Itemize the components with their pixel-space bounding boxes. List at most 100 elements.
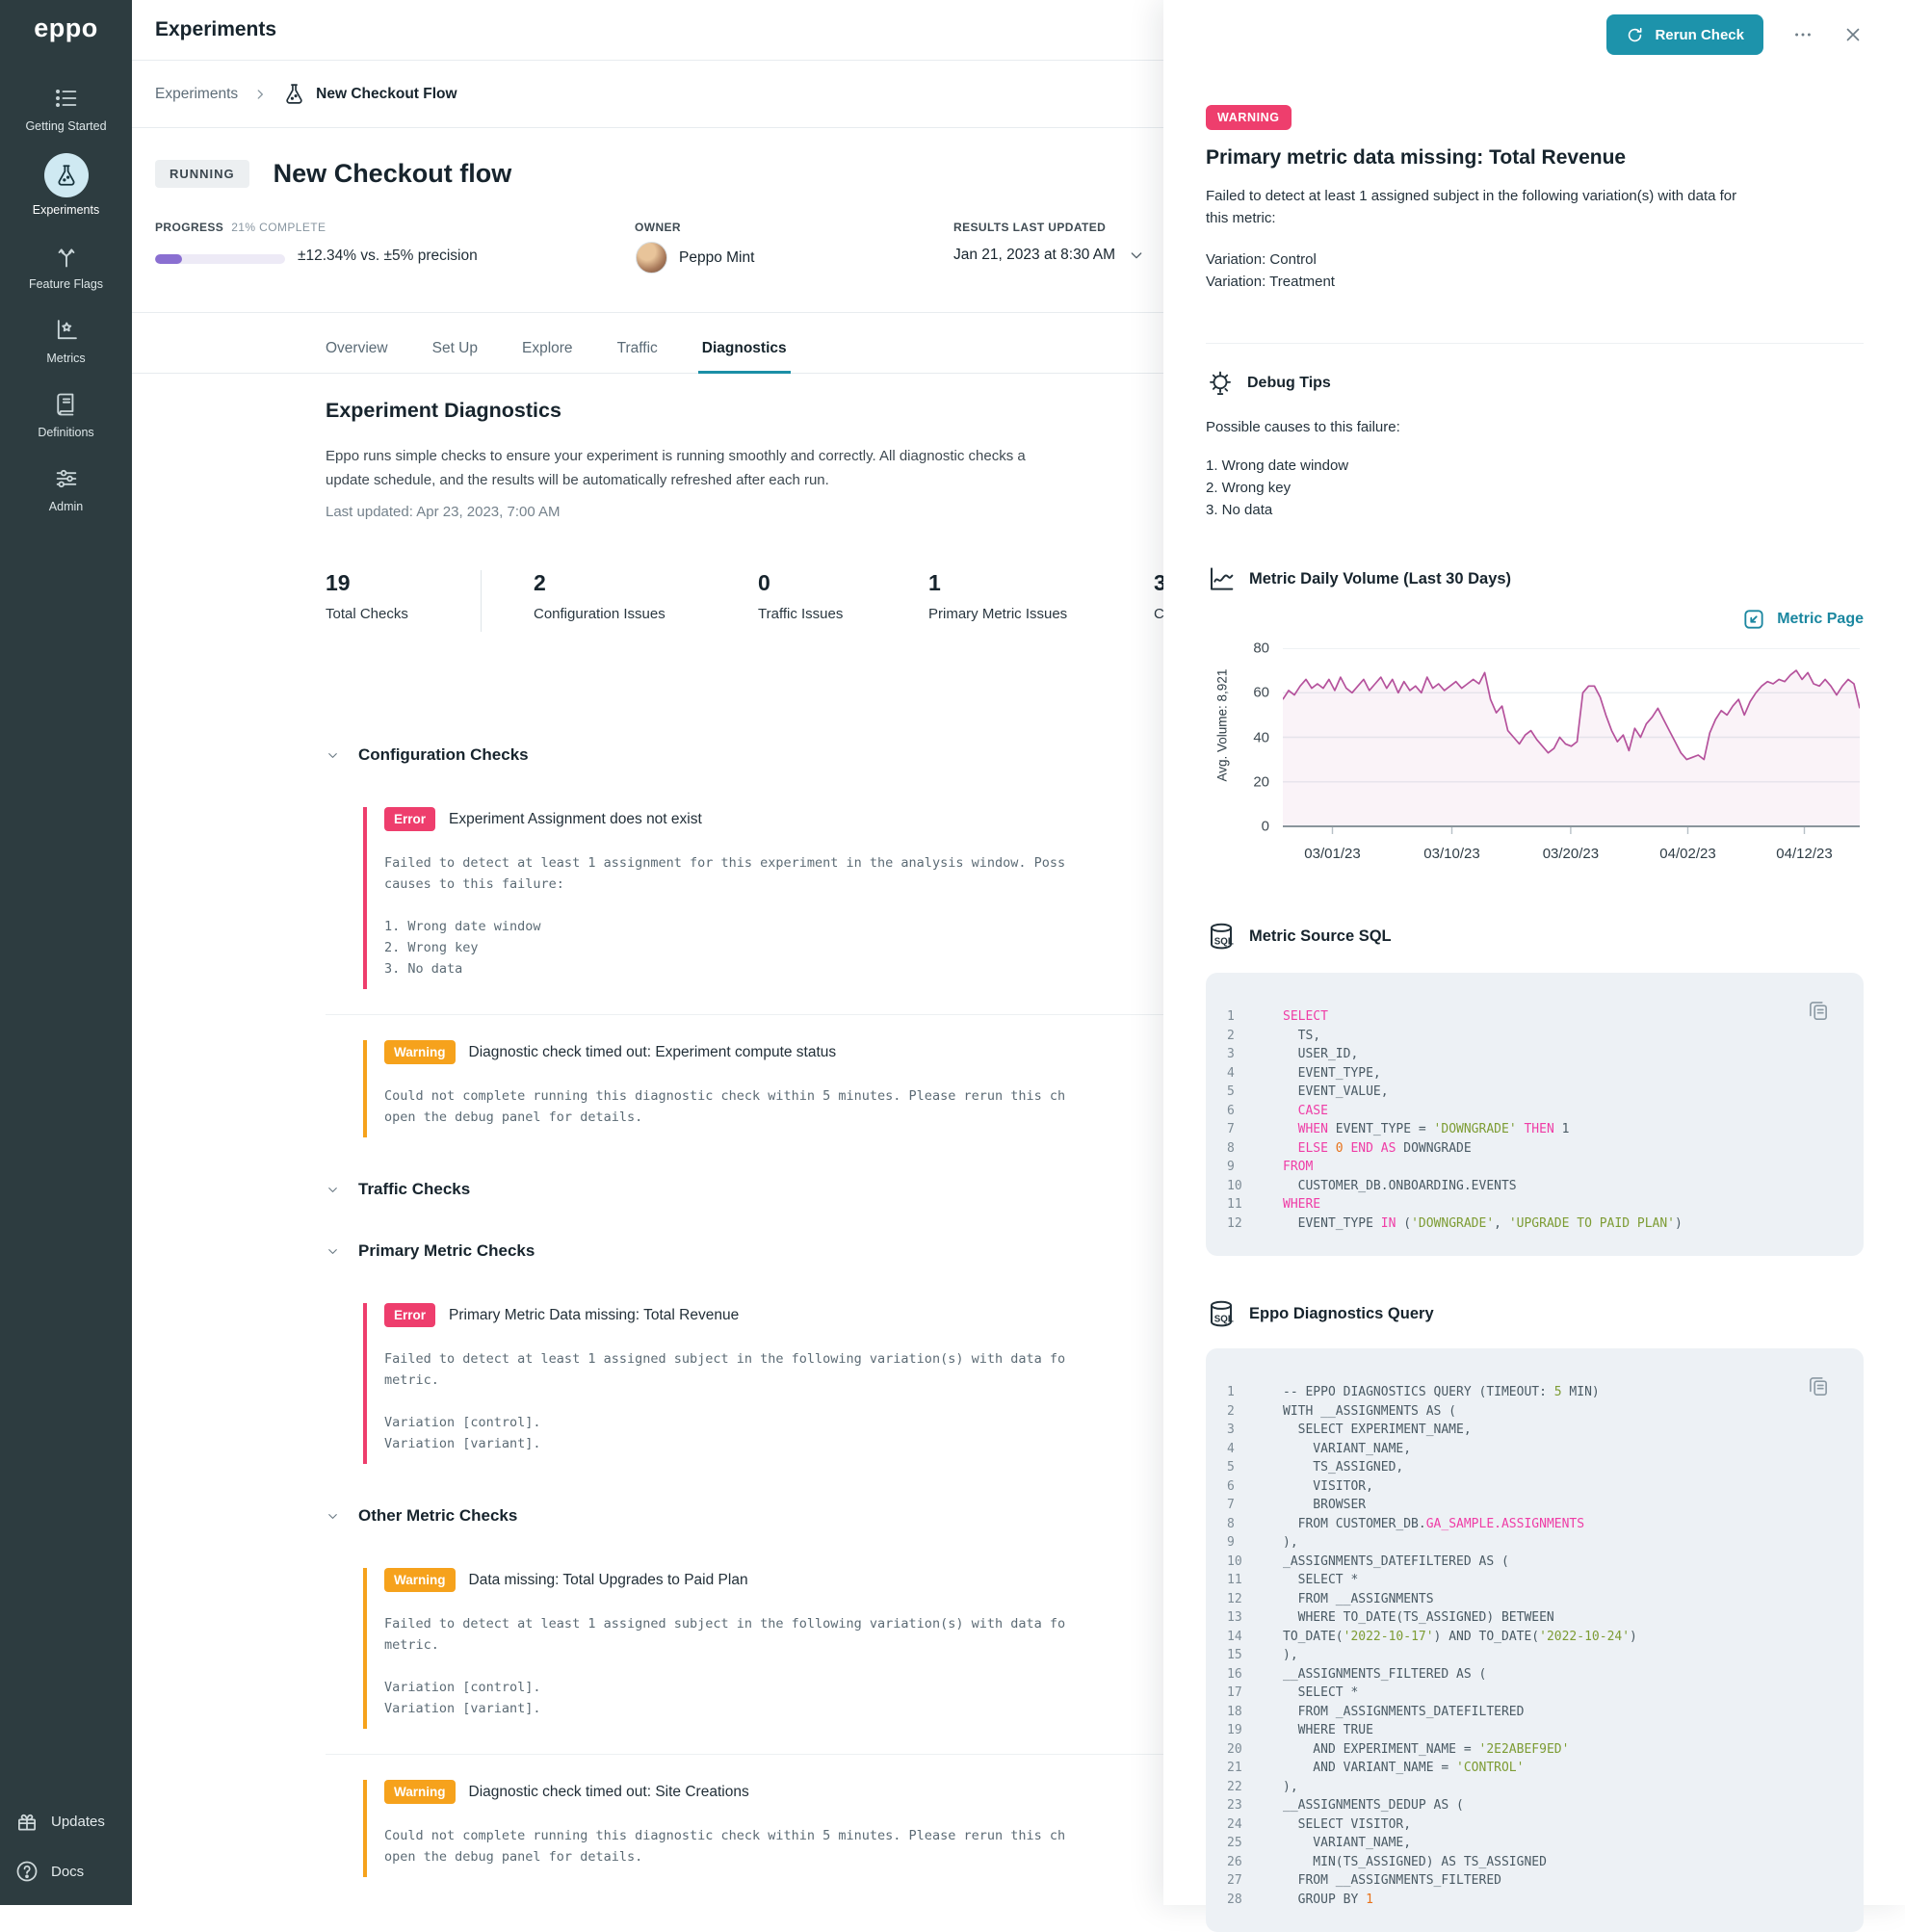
- stat-label: Traffic Issues: [758, 606, 844, 622]
- chart-section-header: Metric Daily Volume (Last 30 Days): [1206, 563, 1864, 594]
- progress-bar: [155, 254, 285, 264]
- sidebar-item-label: Admin: [48, 500, 84, 513]
- code-line: 4 VARIANT_NAME,: [1227, 1441, 1412, 1456]
- owner-label: OWNER: [635, 221, 681, 234]
- check-divider: [326, 1754, 1905, 1755]
- precision-text: ±12.34% vs. ±5% precision: [298, 248, 478, 264]
- sidebar-item-docs[interactable]: Docs: [14, 1859, 132, 1884]
- x-tick-label: 03/10/23: [1423, 846, 1480, 862]
- sidebar: eppo Getting Started Experiments Feature F…: [0, 0, 132, 1905]
- sliders-icon: [53, 465, 80, 492]
- results-updated-label: RESULTS LAST UPDATED: [953, 221, 1107, 234]
- stat-label: Primary Metric Issues: [928, 606, 1068, 622]
- code-line: 3 USER_ID,: [1227, 1047, 1359, 1061]
- error-badge: Error: [384, 807, 436, 831]
- breadcrumb-experiments-link[interactable]: Experiments: [155, 85, 239, 102]
- cause-item: 1. Wrong date window: [1206, 457, 1349, 474]
- experiment-header: RUNNING New Checkout flow PROGRESS 21% CO…: [132, 128, 1905, 313]
- code-line: 11 SELECT *: [1227, 1573, 1359, 1587]
- stat-value: 3: [1154, 570, 1166, 595]
- check-experiment-assignment-does-not-exist[interactable]: Error Experiment Assignment does not exis…: [363, 807, 1905, 989]
- check-title: Data missing: Total Upgrades to Paid Pla…: [468, 1572, 748, 1588]
- sidebar-item-definitions[interactable]: Definitions: [0, 379, 132, 453]
- metric-page-link[interactable]: Metric Page: [1206, 604, 1864, 635]
- x-tick-label: 03/20/23: [1542, 846, 1600, 862]
- x-tick-label: 03/01/23: [1304, 846, 1361, 862]
- sidebar-item-feature-flags[interactable]: Feature Flags: [0, 230, 132, 304]
- stat-configuration-issues: 2 Configuration Issues: [534, 568, 665, 622]
- diagnostics-last-updated: Last updated: Apr 23, 2023, 7:00 AM: [326, 504, 561, 520]
- check-detail: Failed to detect at least 1 assignment f…: [384, 855, 1066, 977]
- debug-tips-title: Debug Tips: [1247, 375, 1331, 391]
- check-divider: [326, 1014, 1905, 1015]
- section-header-traffic-checks[interactable]: Traffic Checks: [326, 1180, 1905, 1199]
- diagnostics-stats: 19 Total Checks 2 Configuration Issues 0 Traf…: [326, 568, 1905, 649]
- code-line: 6 VISITOR,: [1227, 1478, 1373, 1494]
- sidebar-item-experiments[interactable]: Experiments: [0, 146, 132, 230]
- check-detail: Failed to detect at least 1 assigned sub…: [384, 1351, 1066, 1451]
- check-data-missing-total-upgrades-to-paid-plan[interactable]: Warning Data missing: Total Upgrades to P…: [363, 1568, 1905, 1729]
- warning-badge: Warning: [384, 1040, 456, 1064]
- section-header-configuration-checks[interactable]: Configuration Checks: [326, 745, 1905, 765]
- tab-diagnostics[interactable]: Diagnostics: [697, 334, 791, 374]
- line-chart-icon: [1211, 567, 1234, 590]
- progress-value: 21% COMPLETE: [231, 221, 326, 234]
- stat-value: 19: [326, 570, 351, 595]
- variation-list: Variation: Control Variation: Treatment: [1206, 248, 1864, 293]
- tab-explore[interactable]: Explore: [522, 340, 573, 356]
- code-line: 9 FROM: [1227, 1160, 1314, 1174]
- refresh-icon: [1629, 27, 1642, 41]
- section-header-other-metric-checks[interactable]: Other Metric Checks: [326, 1506, 1905, 1526]
- section-header-primary-metric-checks[interactable]: Primary Metric Checks: [326, 1241, 1905, 1261]
- copy-icon[interactable]: [1806, 998, 1831, 1023]
- check-detail: Failed to detect at least 1 assigned sub…: [384, 1616, 1066, 1716]
- code-line: 7 WHEN EVENT_TYPE = 'DOWNGRADE' THEN 1: [1227, 1122, 1570, 1136]
- x-tick-label: 04/02/23: [1659, 846, 1716, 862]
- open-page-icon: [1744, 610, 1763, 629]
- sidebar-item-label: Metrics: [46, 352, 86, 365]
- stat-label: Total Checks: [326, 606, 408, 622]
- sql-database-icon: SQL: [1211, 1300, 1234, 1327]
- svg-text:SQL: SQL: [1214, 1315, 1234, 1325]
- results-updated-dropdown[interactable]: Jan 21, 2023 at 8:30 AM: [953, 247, 1144, 264]
- code-line: 20 AND EXPERIMENT_NAME = '2E2ABEF9ED': [1227, 1741, 1570, 1757]
- y-tick-label: 80: [1253, 640, 1269, 657]
- rerun-check-button[interactable]: Rerun Check: [1606, 14, 1763, 55]
- code-line: 5 EVENT_VALUE,: [1227, 1084, 1389, 1099]
- chevron-down-icon: [326, 1244, 340, 1259]
- code-line: 23 __ASSIGNMENTS_DEDUP AS (: [1227, 1798, 1464, 1813]
- branch-icon: [53, 243, 80, 270]
- code-line: 12 FROM __ASSIGNMENTS: [1227, 1591, 1434, 1606]
- breadcrumb: Experiments New Checkout Flow: [132, 61, 1905, 128]
- chevron-down-icon: [326, 1183, 340, 1197]
- experiment-title: New Checkout flow: [273, 159, 512, 188]
- breadcrumb-current: New Checkout Flow: [316, 85, 457, 102]
- section-title: Configuration Checks: [358, 745, 529, 764]
- more-options-button[interactable]: [1792, 24, 1814, 45]
- code-line: 2 TS,: [1227, 1028, 1321, 1043]
- sidebar-item-metrics[interactable]: Metrics: [0, 304, 132, 379]
- stat-value: 2: [534, 570, 546, 595]
- code-line: 25 VARIANT_NAME,: [1227, 1836, 1412, 1850]
- sidebar-item-updates[interactable]: Updates: [14, 1809, 132, 1834]
- diagnostics-body: Experiment Diagnostics Eppo runs simple …: [132, 374, 1905, 1877]
- code-line: 14 TO_DATE('2022-10-17') AND TO_DATE('202…: [1227, 1629, 1637, 1644]
- sidebar-item-getting-started[interactable]: Getting Started: [0, 72, 132, 146]
- tab-set-up[interactable]: Set Up: [431, 340, 478, 356]
- sidebar-nav: Getting Started Experiments Feature Flags M…: [0, 72, 132, 527]
- tab-overview[interactable]: Overview: [326, 340, 388, 356]
- check-sections: Configuration Checks Error Experiment Assi…: [326, 745, 1905, 1877]
- check-diagnostic-check-timed-out-site-creations[interactable]: Warning Diagnostic check timed out: Site …: [363, 1780, 1905, 1877]
- sidebar-item-label: Experiments: [32, 203, 100, 217]
- code-line: 7 BROWSER: [1227, 1498, 1367, 1512]
- chevron-down-icon: [326, 1509, 340, 1524]
- tab-traffic[interactable]: Traffic: [616, 340, 658, 356]
- close-panel-button[interactable]: [1842, 24, 1864, 45]
- sidebar-item-admin[interactable]: Admin: [0, 453, 132, 527]
- code-line: 9),: [1227, 1535, 1298, 1550]
- copy-icon[interactable]: [1806, 1373, 1831, 1398]
- check-primary-metric-data-missing-total-revenue[interactable]: Error Primary Metric Data missing: Total …: [363, 1303, 1905, 1464]
- variation-item: Variation: Control: [1206, 251, 1317, 268]
- check-diagnostic-check-timed-out-experiment-compute-status[interactable]: Warning Diagnostic check timed out: Exper…: [363, 1040, 1905, 1137]
- main-content: Experiments Experiments New Checkout Flo…: [132, 0, 1905, 1877]
